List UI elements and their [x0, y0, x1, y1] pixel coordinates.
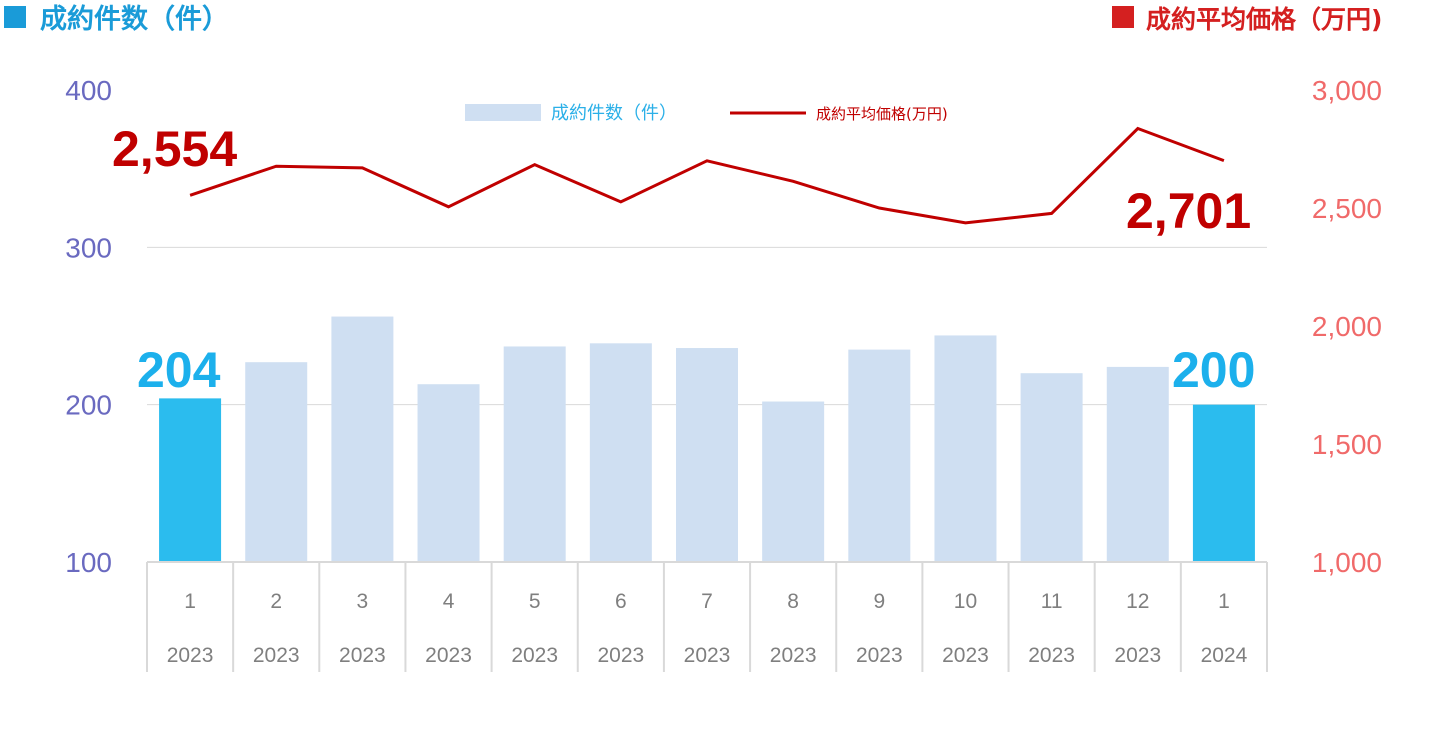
category-year-label: 2023	[942, 644, 989, 667]
first-price-annotation: 2,554	[112, 121, 237, 177]
category-year-label: 2023	[511, 644, 558, 667]
bar	[1106, 366, 1169, 562]
left-axis-tick-label: 200	[65, 390, 112, 421]
legend-bar-swatch	[465, 104, 541, 121]
category-year-label: 2023	[597, 644, 644, 667]
category-year-label: 2023	[684, 644, 731, 667]
category-month-label: 11	[1041, 590, 1063, 613]
category-year-label: 2023	[856, 644, 903, 667]
bar	[1020, 373, 1083, 562]
category-month-label: 5	[529, 590, 541, 613]
category-year-label: 2023	[253, 644, 300, 667]
bar	[417, 384, 480, 562]
left-header-square-icon	[4, 6, 26, 28]
last-price-annotation: 2,701	[1126, 183, 1251, 239]
right-axis-tick-label: 2,000	[1312, 311, 1382, 342]
annotations: 2,554 2,701 204 200	[112, 121, 1255, 398]
left-axis-tick-label: 100	[65, 547, 112, 578]
last-count-annotation: 200	[1172, 342, 1255, 398]
right-axis-tick-label: 1,000	[1312, 547, 1382, 578]
category-month-label: 8	[787, 590, 799, 613]
bar-series	[159, 316, 1255, 562]
category-month-label: 1	[184, 590, 196, 613]
category-month-label: 4	[443, 590, 455, 613]
category-axis: 1 2023 2 2023 3 2023 4 2023 5 2023 6 2023 7 2023 8 2023…	[146, 561, 1268, 672]
bar	[245, 362, 308, 562]
line-series	[189, 126, 1225, 225]
right-axis-tick-label: 3,000	[1312, 75, 1382, 106]
left-axis-tick-label: 400	[65, 75, 112, 106]
right-axis-header: 成約平均価格（万円)	[1112, 5, 1382, 34]
legend-line-label: 成約平均価格(万円)	[816, 105, 948, 123]
right-axis-tick-label: 2,500	[1312, 193, 1382, 224]
legend-bar-label: 成約件数（件）	[551, 103, 677, 124]
right-header-square-icon	[1112, 6, 1134, 28]
category-year-label: 2023	[425, 644, 472, 667]
category-month-label: 9	[873, 590, 885, 613]
category-month-label: 2	[270, 590, 282, 613]
right-header-title: 成約平均価格（万円)	[1146, 5, 1382, 34]
right-axis-tick-label: 1,500	[1312, 429, 1382, 460]
category-month-label: 10	[954, 590, 977, 613]
category-month-label: 6	[615, 590, 627, 613]
legend: 成約件数（件） 成約平均価格(万円)	[465, 103, 948, 124]
category-year-label: 2024	[1201, 644, 1248, 667]
bar	[1192, 404, 1255, 562]
bar	[676, 348, 738, 562]
bar	[848, 349, 911, 562]
category-year-label: 2023	[1028, 644, 1075, 667]
bar	[159, 398, 222, 562]
category-year-label: 2023	[167, 644, 214, 667]
left-axis-header: 成約件数（件）	[4, 3, 229, 35]
bar	[934, 335, 997, 562]
category-month-label: 3	[357, 590, 369, 613]
right-axis: 1,000 1,500 2,000 2,500 3,000	[1312, 75, 1382, 578]
bar	[503, 346, 566, 562]
category-month-label: 12	[1126, 590, 1149, 613]
left-axis: 100 200 300 400	[65, 75, 112, 578]
first-count-annotation: 204	[137, 342, 221, 398]
left-axis-tick-label: 300	[65, 232, 112, 263]
price-line	[189, 126, 1225, 225]
category-year-label: 2023	[1114, 644, 1161, 667]
category-year-label: 2023	[339, 644, 386, 667]
bar	[331, 316, 394, 562]
bar	[589, 343, 652, 562]
category-month-label: 7	[701, 590, 713, 613]
category-month-label: 1	[1218, 590, 1230, 613]
category-year-label: 2023	[770, 644, 817, 667]
bar	[762, 401, 825, 562]
left-header-title: 成約件数（件）	[40, 3, 229, 35]
